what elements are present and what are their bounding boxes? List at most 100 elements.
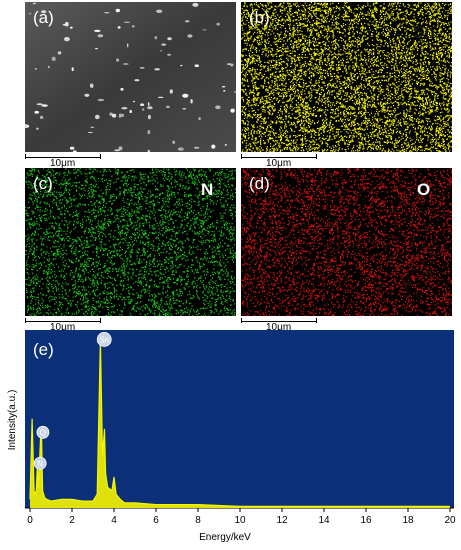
scale-tick — [25, 318, 26, 323]
sem-particle — [123, 21, 130, 23]
scale-tick — [241, 154, 242, 159]
sem-particle — [215, 105, 221, 110]
sem-particle — [94, 29, 101, 33]
sem-texture — [25, 2, 236, 152]
panel-label-d: (d) — [249, 174, 270, 193]
sem-particle — [156, 9, 163, 13]
sem-particle — [41, 104, 48, 107]
x-tick-label: 6 — [153, 515, 159, 526]
sem-particle — [234, 91, 236, 93]
sem-particle — [87, 131, 93, 134]
sem-particle — [71, 67, 74, 72]
x-tick-label: 12 — [276, 515, 288, 526]
element-dots — [241, 2, 452, 152]
sem-particle — [69, 26, 73, 29]
peak-marker — [33, 456, 47, 470]
sem-particle — [109, 112, 113, 116]
scale-text-a: 10μm — [50, 158, 76, 169]
sem-particle — [122, 63, 129, 65]
sem-particle — [97, 34, 104, 38]
sem-image-panel: (a) — [25, 2, 236, 152]
sem-particle — [154, 36, 158, 40]
sem-particle — [140, 103, 145, 106]
sem-particle — [166, 105, 170, 108]
sem-particle — [185, 20, 190, 23]
sem-particle — [142, 108, 145, 111]
scale-tick — [316, 318, 317, 323]
x-tick-label: 14 — [318, 515, 330, 526]
sem-particle — [133, 100, 135, 103]
sem-particle — [57, 51, 62, 55]
sem-particle — [167, 37, 172, 41]
sn-map-panel: (b) Sn — [241, 2, 452, 152]
sem-particle — [89, 83, 94, 88]
panel-label-a: (a) — [33, 8, 54, 27]
sem-particle — [139, 67, 145, 69]
x-axis-label: Energy/keV — [199, 532, 251, 543]
scale-tick — [241, 318, 242, 323]
sem-particle — [51, 56, 56, 61]
element-label-o: O — [417, 180, 431, 199]
sem-particle — [224, 144, 227, 146]
sem-particle — [190, 99, 193, 104]
sem-particle — [227, 63, 232, 65]
sem-particle — [94, 114, 100, 120]
scale-bar-d — [241, 321, 317, 322]
sem-particle — [194, 64, 199, 67]
sem-particle — [180, 64, 183, 67]
peak-label: N — [37, 459, 43, 468]
sem-particle — [134, 79, 140, 82]
sem-particle — [34, 68, 38, 70]
sem-particle — [119, 113, 125, 117]
sem-particle — [182, 108, 187, 110]
sem-particle — [202, 29, 207, 31]
sem-particle — [114, 149, 121, 152]
peak-marker — [96, 332, 112, 347]
sem-particle — [182, 93, 189, 98]
plot-background — [25, 330, 454, 508]
element-label-sn: Sn — [413, 22, 435, 41]
x-tick-label: 8 — [195, 515, 201, 526]
sem-particle — [223, 90, 226, 92]
scale-bar-c — [25, 321, 101, 322]
sem-particle — [147, 149, 150, 152]
sem-particle — [62, 23, 69, 26]
sem-particle — [161, 43, 167, 46]
sem-particle — [69, 146, 75, 150]
sem-particle — [147, 130, 151, 135]
sem-particle — [147, 106, 153, 110]
element-dots — [241, 168, 452, 316]
x-tick-label: 0 — [27, 515, 33, 526]
sem-particle — [230, 63, 234, 67]
sem-particle — [115, 8, 121, 13]
sem-particle — [39, 115, 44, 119]
element-label-n: N — [201, 180, 214, 199]
sem-particle — [194, 146, 200, 149]
sem-particle — [32, 2, 37, 5]
sem-particle — [177, 147, 184, 151]
sem-particle — [121, 107, 128, 110]
scale-tick — [100, 318, 101, 323]
scale-tick — [100, 154, 101, 159]
scale-text-c: 10μm — [50, 322, 76, 333]
sem-particle — [116, 58, 120, 62]
sem-particle — [211, 144, 216, 149]
sem-particle — [36, 103, 43, 106]
sem-particle — [104, 12, 110, 14]
panel-label-e: (e) — [33, 340, 54, 359]
sem-particle — [154, 68, 161, 71]
sem-particle — [25, 124, 28, 128]
sem-particle — [222, 85, 226, 88]
scale-tick — [25, 154, 26, 159]
sem-particle — [216, 22, 220, 26]
sem-particle — [160, 50, 162, 52]
y-axis-label: Intensity(a.u.) — [7, 390, 18, 451]
scale-bar-a — [25, 157, 101, 158]
sem-particle — [118, 146, 123, 151]
scale-bar-b — [241, 157, 317, 158]
sem-particle — [120, 87, 124, 91]
x-tick-label: 16 — [360, 515, 372, 526]
element-dots — [25, 168, 236, 316]
peak-marker — [36, 425, 50, 439]
panel-label-c: (c) — [33, 174, 53, 193]
